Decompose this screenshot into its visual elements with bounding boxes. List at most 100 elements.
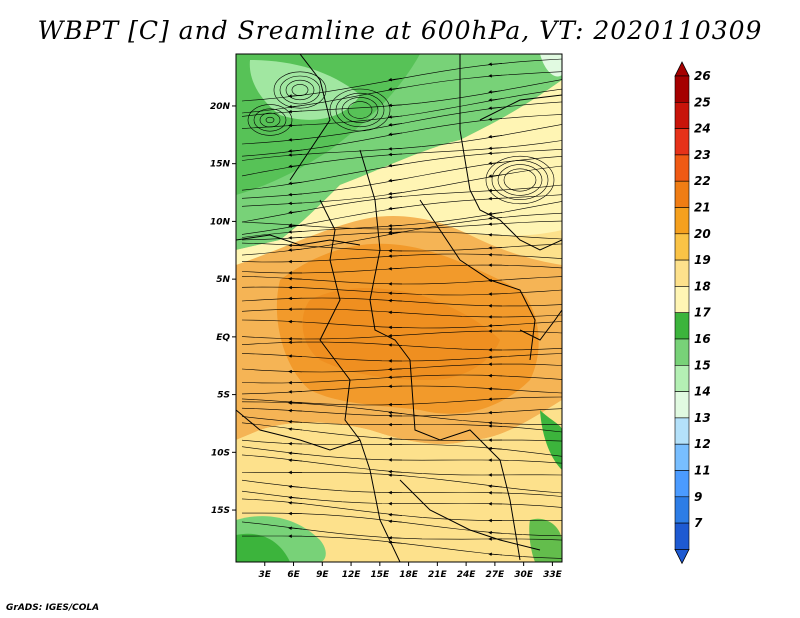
colorbar-swatch (674, 259, 690, 287)
streamline-arrow (388, 178, 403, 183)
longitude-ticks: 3E 6E 9E 12E 15E 18E 21E 24E 27E 30E 33E (259, 562, 563, 580)
streamline-arrow (288, 210, 303, 215)
streamline-arrow (288, 354, 303, 358)
streamline-arrow (388, 195, 403, 200)
streamline-arrow (388, 77, 403, 82)
streamline-arrow (488, 151, 503, 156)
streamline-arrow (488, 74, 503, 78)
streamline-vortex (491, 160, 549, 200)
colorbar-label: 24 (694, 122, 711, 136)
streamline-arrow (288, 109, 303, 114)
lat-label: 15N (210, 160, 231, 170)
streamline-arrow (488, 134, 503, 139)
streamline-vortex (335, 92, 385, 128)
streamlines (241, 58, 562, 559)
streamline-vortex (285, 79, 315, 101)
streamline-vortex (347, 101, 373, 119)
streamline-arrow (388, 343, 403, 347)
streamline-vortex (259, 112, 281, 128)
streamline-arrow (388, 103, 403, 108)
streamline-vortex (265, 116, 275, 124)
colorbar-top-arrow (674, 61, 690, 77)
lon-label: 18E (399, 570, 419, 580)
colorbar-label: 23 (694, 148, 711, 162)
streamline-arrow (388, 410, 403, 415)
streamline-arrow (288, 248, 303, 252)
streamline-arrow (288, 104, 303, 109)
streamline-arrow (488, 98, 503, 102)
streamline-arrow (488, 484, 503, 489)
lat-label: 20N (210, 102, 231, 112)
colorbar-swatch (674, 496, 690, 524)
streamline-arrow (288, 501, 303, 505)
colorbar-swatch (674, 443, 690, 471)
streamline-arrow (388, 191, 403, 196)
colorbar-swatch (674, 286, 690, 313)
lon-label: 27E (486, 570, 506, 580)
lon-label: 9E (316, 570, 329, 580)
streamline-arrow (388, 163, 403, 168)
colorbar-swatch (674, 470, 690, 498)
lat-label: 10N (210, 217, 231, 227)
streamline-arrow (388, 132, 403, 137)
shaded-field (236, 54, 562, 562)
streamline-arrow (488, 355, 503, 359)
streamline-arrow (288, 400, 303, 405)
streamline-arrow (388, 540, 403, 545)
colorbar-label: 16 (694, 332, 711, 346)
streamline-arrow (388, 206, 403, 211)
colorbar-swatch (674, 207, 690, 235)
colorbar-swatch (674, 128, 690, 156)
lon-label: 30E (514, 570, 534, 580)
lon-label: 6E (287, 570, 300, 580)
streamline-arrow (288, 153, 303, 157)
colorbar-swatch (674, 364, 690, 392)
lon-label: 21E (428, 570, 448, 580)
streamline-arrow (288, 181, 303, 186)
streamline-arrow (288, 420, 303, 424)
streamline-arrow (488, 246, 503, 250)
streamline-arrow (288, 451, 303, 456)
streamline-arrow (388, 223, 403, 228)
streamline-arrow (288, 526, 303, 531)
colorbar-label: 14 (694, 385, 711, 399)
streamline-arrow (488, 146, 503, 151)
streamline-arrow (488, 106, 503, 110)
streamline-arrow (288, 427, 303, 431)
streamline-arrow (388, 473, 403, 477)
lon-label: 15E (370, 570, 390, 580)
streamline-arrow (388, 122, 403, 127)
colorbar-bottom-arrow (674, 549, 690, 565)
streamline (241, 184, 562, 223)
lat-label: 10S (211, 448, 230, 458)
streamline-arrow (288, 223, 303, 227)
lon-label: 33E (543, 570, 563, 580)
colorbar-swatch (674, 102, 690, 129)
country-borders (236, 54, 562, 562)
streamline-vortex (273, 71, 327, 109)
colorbar-label: 17 (694, 306, 711, 320)
colorbar-label: 22 (694, 174, 711, 188)
lat-label: 5S (217, 391, 230, 401)
streamline-vortex (503, 168, 537, 192)
streamline-arrow (388, 146, 403, 151)
streamline-arrow (488, 410, 503, 415)
streamline-arrow (488, 222, 503, 226)
colorbar-label: 19 (694, 253, 711, 267)
lon-label: 3E (259, 570, 272, 580)
colorbar-swatch (674, 338, 690, 366)
streamline-arrow (388, 152, 403, 157)
streamline-arrow (488, 62, 503, 66)
streamline-vortex (253, 108, 287, 132)
streamline-vortex (329, 88, 391, 132)
colorbar-label: 20 (694, 227, 711, 241)
colorbar-swatch (674, 417, 690, 445)
streamline-vortex (247, 104, 293, 136)
streamline-arrow (488, 233, 503, 237)
streamline-arrow (388, 115, 403, 119)
colorbar-label: 25 (694, 95, 711, 109)
streamline-arrow (388, 333, 403, 338)
colorbar-label: 15 (694, 358, 711, 372)
colorbar-swatch (674, 180, 690, 208)
